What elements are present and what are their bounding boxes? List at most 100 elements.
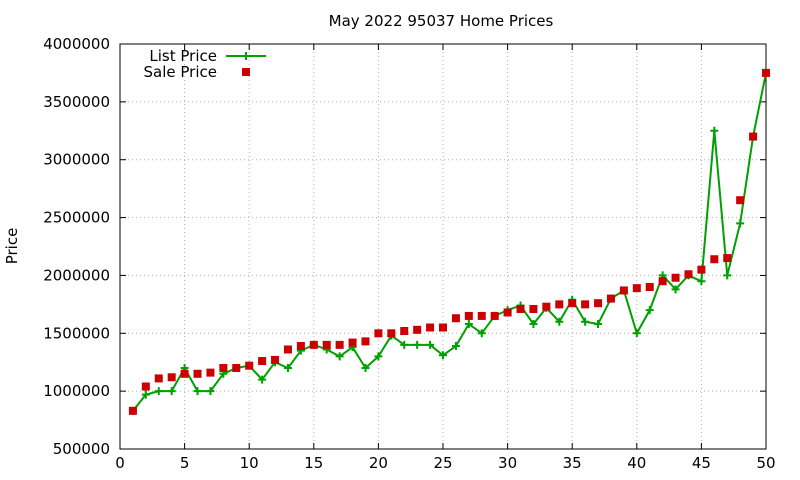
legend-swatches	[226, 52, 266, 76]
sale-price-point	[658, 277, 667, 286]
list-price-point	[193, 387, 202, 396]
sale-price-point	[710, 255, 719, 264]
grid	[120, 44, 766, 449]
list-price-point	[258, 375, 267, 384]
sale-price-point	[348, 338, 357, 347]
list-price-point	[529, 320, 538, 329]
x-tick-label: 45	[692, 454, 711, 472]
sale-price-point	[529, 304, 538, 313]
legend-marker-list-price	[242, 52, 250, 60]
sale-price-point	[309, 340, 318, 349]
sale-price-point	[413, 325, 422, 334]
sale-price-point	[516, 304, 525, 313]
y-tick-label: 2500000	[43, 209, 110, 227]
sale-price-point	[167, 373, 176, 382]
sale-price-point	[271, 355, 280, 364]
list-price-point	[555, 317, 564, 326]
series-layer	[128, 68, 770, 415]
x-tick-label: 30	[498, 454, 517, 472]
sale-price-point	[632, 284, 641, 293]
sale-price-point	[232, 364, 241, 372]
list-price-point	[141, 390, 150, 399]
sale-price-point	[619, 286, 628, 295]
sale-price-point	[503, 308, 512, 317]
list-price-point	[439, 351, 447, 360]
list-price-point	[335, 352, 344, 361]
sale-price-point	[296, 342, 305, 351]
x-tick-label: 35	[563, 454, 582, 472]
x-tick-label: 25	[433, 454, 452, 472]
y-tick-label: 1000000	[43, 382, 110, 400]
list-price-point	[167, 387, 176, 396]
legend-swatch-sale-price	[242, 68, 250, 76]
y-tick-label: 2000000	[43, 266, 110, 284]
list-price-point	[477, 329, 486, 338]
sale-price-point	[671, 273, 680, 282]
list-price-point	[206, 387, 215, 396]
list-price-point	[154, 387, 163, 396]
list-price-point	[581, 317, 590, 326]
sale-price-point	[749, 132, 758, 141]
x-tick-label: 15	[304, 454, 323, 472]
sale-price-point	[426, 323, 435, 332]
sale-price-point	[555, 300, 564, 309]
y-tick-label: 1500000	[43, 324, 110, 342]
sale-price-point	[180, 369, 189, 378]
sale-price-point	[451, 314, 460, 323]
sale-price-point	[154, 374, 163, 383]
y-tick-label: 3500000	[43, 93, 110, 111]
list-price-point	[594, 320, 603, 329]
sale-price-point	[374, 329, 383, 338]
sale-price-point	[219, 364, 228, 372]
chart-title: May 2022 95037 Home Prices	[329, 12, 554, 30]
list-price-point	[426, 340, 435, 349]
sale-price-point	[439, 323, 447, 332]
sale-price-point	[206, 368, 215, 377]
sale-price-point	[464, 311, 473, 320]
list-price-point	[361, 364, 370, 372]
legend-label-sale-price: Sale Price	[144, 63, 217, 81]
sale-price-point	[762, 68, 770, 77]
list-price-point	[400, 340, 409, 349]
list-price-point	[671, 285, 680, 294]
sale-price-point	[387, 329, 396, 338]
sale-price-point	[322, 340, 331, 349]
sale-price-point	[542, 302, 551, 311]
sale-price-point	[490, 311, 499, 320]
x-tick-label: 0	[115, 454, 125, 472]
sale-price-point	[477, 311, 486, 320]
sale-price-point	[594, 299, 603, 308]
x-tick-label: 10	[240, 454, 259, 472]
y-axis-label: Price	[3, 228, 21, 265]
legend: List Price Sale Price	[144, 47, 266, 81]
sale-price-point	[258, 357, 267, 366]
sale-price-point	[361, 337, 370, 346]
list-price-point	[464, 320, 473, 329]
sale-price-point	[581, 300, 590, 309]
sale-price-point	[193, 369, 202, 378]
sale-price-point	[141, 382, 150, 391]
sale-price-point	[684, 270, 693, 279]
sale-price-point	[645, 283, 654, 291]
list-price-point	[710, 126, 719, 135]
legend-label-list-price: List Price	[149, 47, 217, 65]
y-tick-label: 4000000	[43, 35, 110, 53]
list-price-point	[283, 364, 292, 372]
list-price-point	[632, 329, 641, 338]
sale-price-point	[400, 326, 409, 335]
sale-price-point	[245, 361, 254, 370]
sale-price-point	[606, 294, 615, 303]
x-tick-label: 50	[756, 454, 775, 472]
sale-price-point	[723, 254, 732, 263]
list-price-point	[697, 277, 706, 286]
sale-price-point	[283, 345, 292, 354]
x-tick-label: 5	[180, 454, 190, 472]
list-price-point	[723, 271, 732, 280]
list-price-point	[736, 219, 745, 228]
axis-ticks	[119, 43, 767, 450]
list-price-point	[645, 306, 654, 315]
sale-price-point	[736, 196, 745, 205]
x-tick-labels: 0 5 10 15 20 25 30 35 40 45 50	[115, 454, 775, 472]
sale-price-point	[568, 299, 577, 308]
